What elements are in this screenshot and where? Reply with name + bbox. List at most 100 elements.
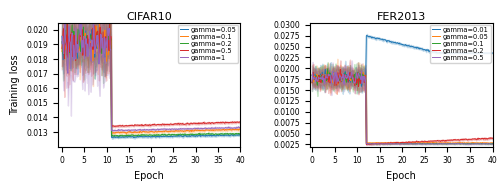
- gamma=0.5: [462, 143, 468, 145]
- gamma=0.2: [222, 132, 228, 135]
- Line: gamma=0.5: gamma=0.5: [312, 71, 492, 144]
- gamma=0.1: [309, 81, 315, 83]
- gamma=0.1: [462, 143, 468, 145]
- gamma=0.2: [364, 143, 370, 146]
- gamma=0.5: [238, 121, 244, 123]
- gamma=0.1: [488, 143, 494, 145]
- gamma=0.05: [309, 74, 315, 76]
- gamma=0.5: [474, 143, 480, 145]
- Line: gamma=1: gamma=1: [62, 7, 240, 131]
- gamma=0.5: [166, 124, 172, 126]
- gamma=0.1: [59, 50, 65, 53]
- gamma=0.05: [490, 142, 496, 144]
- gamma=0.1: [310, 80, 316, 82]
- gamma=1: [166, 128, 172, 130]
- gamma=0.2: [238, 133, 244, 135]
- gamma=0.2: [64, 19, 70, 21]
- gamma=0.1: [473, 143, 479, 145]
- gamma=0.01: [474, 52, 480, 54]
- gamma=0.05: [222, 134, 228, 136]
- gamma=1: [59, 42, 65, 45]
- gamma=0.5: [170, 123, 175, 125]
- gamma=0.2: [166, 133, 172, 135]
- gamma=0.5: [420, 143, 426, 145]
- gamma=0.2: [338, 68, 344, 70]
- gamma=0.05: [474, 142, 480, 144]
- gamma=0.2: [60, 46, 66, 49]
- gamma=0.1: [490, 143, 496, 145]
- gamma=0.5: [309, 80, 315, 83]
- gamma=0.5: [490, 143, 496, 145]
- gamma=0.05: [115, 137, 121, 139]
- gamma=0.2: [474, 138, 480, 140]
- gamma=0.05: [416, 142, 422, 144]
- gamma=0.2: [310, 76, 316, 78]
- gamma=0.1: [417, 143, 423, 145]
- gamma=0.1: [324, 68, 330, 70]
- gamma=0.5: [59, 47, 65, 49]
- gamma=1: [238, 126, 244, 128]
- Legend: gamma=0.01, gamma=0.05, gamma=0.1, gamma=0.2, gamma=0.5: gamma=0.01, gamma=0.05, gamma=0.1, gamma…: [430, 25, 490, 63]
- Legend: gamma=0.05, gamma=0.1, gamma=0.2, gamma=0.5, gamma=1: gamma=0.05, gamma=0.1, gamma=0.2, gamma=…: [178, 25, 238, 63]
- gamma=0.05: [358, 70, 364, 73]
- Line: gamma=0.5: gamma=0.5: [62, 18, 240, 127]
- gamma=0.1: [166, 130, 172, 132]
- gamma=0.1: [170, 130, 175, 132]
- X-axis label: Epoch: Epoch: [134, 171, 164, 181]
- Line: gamma=0.05: gamma=0.05: [62, 27, 240, 138]
- gamma=0.05: [96, 25, 102, 28]
- gamma=0.2: [116, 135, 121, 137]
- gamma=0.5: [222, 122, 228, 124]
- Line: gamma=0.05: gamma=0.05: [312, 72, 492, 143]
- gamma=0.5: [358, 70, 364, 72]
- gamma=1: [210, 127, 216, 129]
- gamma=0.05: [420, 142, 426, 144]
- gamma=0.01: [310, 75, 316, 78]
- gamma=0.5: [64, 17, 70, 19]
- gamma=0.05: [59, 35, 65, 37]
- gamma=0.1: [416, 143, 422, 145]
- gamma=1: [166, 128, 172, 130]
- gamma=0.1: [222, 129, 228, 131]
- gamma=0.2: [170, 133, 175, 136]
- gamma=1: [77, 6, 83, 8]
- gamma=0.01: [309, 74, 315, 77]
- gamma=0.5: [310, 72, 316, 74]
- gamma=0.05: [170, 136, 175, 138]
- gamma=0.1: [238, 128, 244, 130]
- gamma=0.01: [418, 47, 424, 50]
- gamma=0.1: [96, 23, 102, 26]
- gamma=0.5: [416, 143, 422, 145]
- gamma=0.05: [417, 142, 423, 144]
- gamma=0.01: [462, 52, 468, 54]
- gamma=0.5: [417, 143, 423, 145]
- gamma=0.01: [364, 34, 370, 36]
- gamma=0.05: [238, 134, 244, 136]
- gamma=0.05: [210, 134, 216, 136]
- gamma=0.1: [420, 142, 426, 144]
- Line: gamma=0.01: gamma=0.01: [312, 35, 492, 86]
- gamma=0.5: [210, 122, 216, 125]
- gamma=0.2: [210, 133, 216, 135]
- gamma=0.01: [358, 85, 364, 87]
- gamma=0.5: [468, 143, 474, 145]
- gamma=0.05: [310, 73, 316, 75]
- gamma=0.2: [166, 133, 172, 136]
- gamma=0.1: [210, 129, 216, 132]
- gamma=0.5: [60, 42, 66, 45]
- Line: gamma=0.2: gamma=0.2: [62, 20, 240, 136]
- gamma=0.5: [112, 125, 118, 128]
- gamma=0.01: [490, 52, 496, 54]
- gamma=0.2: [418, 141, 424, 143]
- gamma=0.05: [462, 142, 468, 144]
- X-axis label: Epoch: Epoch: [386, 171, 416, 181]
- gamma=0.5: [166, 124, 172, 126]
- Title: FER2013: FER2013: [376, 12, 426, 22]
- gamma=0.2: [417, 141, 423, 143]
- gamma=0.2: [490, 137, 496, 139]
- gamma=0.05: [166, 135, 172, 138]
- gamma=0.2: [59, 41, 65, 43]
- gamma=0.05: [448, 142, 454, 145]
- gamma=0.01: [417, 47, 423, 49]
- gamma=1: [170, 128, 175, 130]
